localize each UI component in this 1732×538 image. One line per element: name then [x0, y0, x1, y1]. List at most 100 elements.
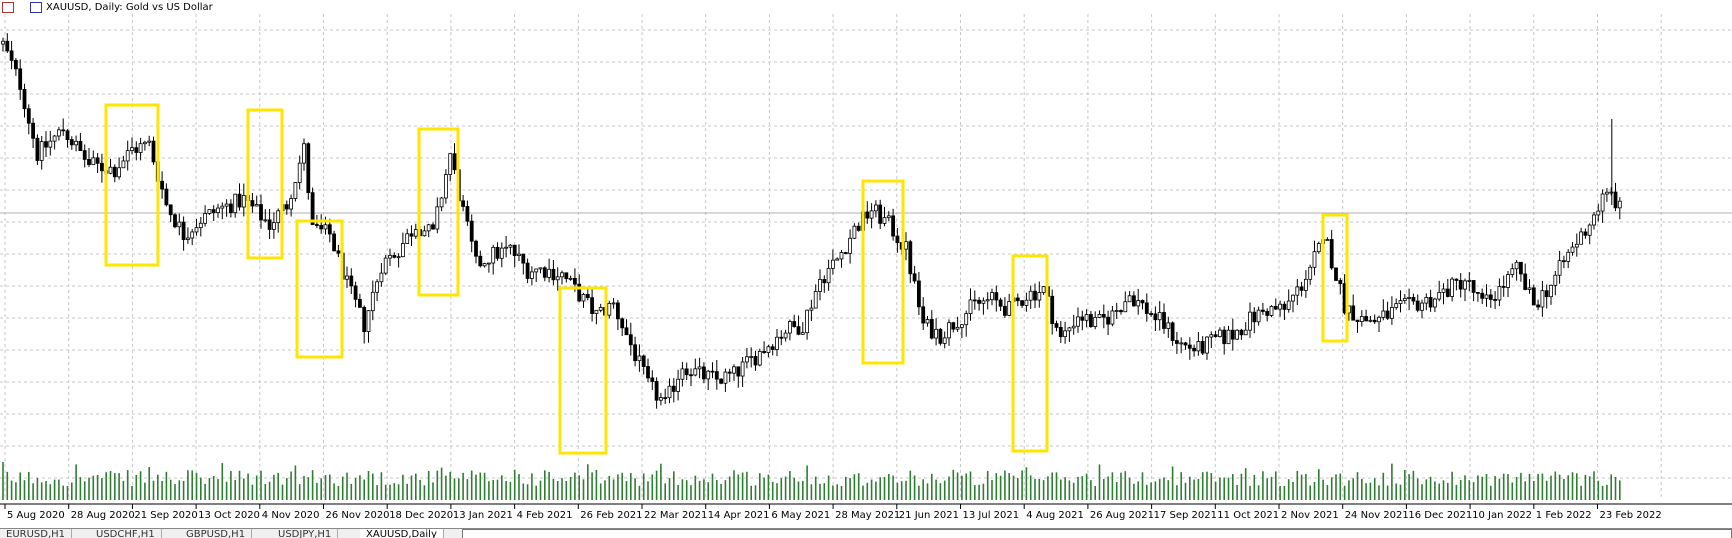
candle-bear: [1183, 342, 1188, 346]
candle-bear: [259, 204, 263, 221]
candle-bull: [831, 259, 835, 269]
candle-bull: [117, 167, 121, 178]
candle-bull: [1166, 322, 1171, 329]
candle-bull: [775, 336, 779, 350]
candle-bear: [1338, 280, 1343, 285]
candle-bull: [659, 397, 663, 401]
candle-bear: [267, 219, 272, 230]
tab-gbpusd[interactable]: GBPUSD,H1: [180, 529, 253, 538]
candle-bear: [173, 214, 177, 228]
candle-bull: [839, 252, 844, 260]
candle-bull: [852, 225, 857, 239]
candle-bull: [422, 230, 427, 237]
window-icon[interactable]: [30, 2, 42, 13]
candle-bull: [1605, 191, 1609, 195]
candle-bear: [921, 306, 926, 324]
candle-bull: [203, 213, 208, 224]
candle-bull: [1067, 327, 1072, 332]
candle-bull: [108, 166, 113, 174]
candle-bull: [1549, 284, 1553, 298]
candle-bull: [1235, 329, 1239, 340]
candle-bear: [525, 262, 530, 279]
candle-bull: [964, 313, 969, 326]
candle-bull: [560, 272, 564, 278]
candle-bear: [796, 326, 801, 335]
candle-bull: [676, 378, 680, 392]
candle-bull: [1028, 290, 1033, 301]
candle-bull: [990, 292, 994, 301]
candle-bull: [1402, 298, 1407, 301]
candle-bull: [241, 195, 246, 208]
candle-bear: [5, 40, 10, 52]
candle-bear: [1476, 291, 1480, 294]
candle-bear: [151, 140, 156, 163]
tab-usdjpy[interactable]: USDJPY,H1: [272, 529, 339, 538]
candle-bear: [1583, 231, 1588, 236]
candle-bull: [826, 267, 831, 284]
candle-bull: [766, 346, 771, 353]
tab-eurusd[interactable]: EURUSD,H1: [0, 529, 73, 538]
candle-bear: [18, 68, 23, 90]
candle-bull: [813, 291, 818, 309]
candle-bull: [697, 366, 702, 370]
candle-bull: [960, 324, 964, 328]
x-axis-tick-label: 26 Feb 2021: [580, 510, 642, 521]
candle-bear: [1015, 297, 1020, 302]
candle-bear: [82, 150, 87, 160]
candle-bear: [353, 285, 358, 300]
chart-menu-icon[interactable]: [2, 2, 14, 13]
candle-bull: [745, 356, 749, 363]
candle-bull: [1566, 251, 1571, 262]
candle-bear: [1445, 288, 1450, 297]
candle-bull: [1467, 280, 1472, 282]
candle-bull: [594, 309, 599, 314]
candle-bear: [1080, 316, 1085, 321]
candle-bear: [22, 89, 27, 110]
candle-bear: [134, 147, 139, 153]
tab-usdchf[interactable]: USDCHF,H1: [90, 529, 162, 538]
candle-bear: [78, 140, 83, 152]
candle-bear: [1187, 344, 1192, 349]
candle-bear: [1252, 311, 1257, 323]
candle-bull: [611, 302, 616, 305]
candle-bull: [499, 247, 504, 259]
candle-bull: [1110, 310, 1115, 325]
candle-bull: [1617, 200, 1622, 209]
candle-bear: [512, 244, 517, 256]
candle-bear: [1299, 286, 1304, 291]
candle-bear: [164, 188, 169, 206]
highlight-box: [1011, 254, 1049, 453]
candle-bull: [680, 368, 685, 380]
candle-bear: [461, 200, 466, 207]
candle-bull: [439, 197, 444, 208]
chart-window-titlebar: XAUUSD, Daily: Gold vs US Dollar: [0, 0, 1732, 16]
candle-bull: [1407, 297, 1411, 299]
candle-bull: [1136, 300, 1141, 307]
candle-bear: [616, 302, 620, 320]
candle-bull: [1256, 309, 1261, 323]
candle-bull: [1209, 334, 1214, 338]
candle-bear: [1200, 341, 1205, 354]
candle-bull: [370, 291, 375, 312]
x-axis-tick-label: 4 Feb 2021: [517, 510, 573, 521]
highlight-box: [104, 103, 160, 267]
candle-bull: [968, 299, 973, 315]
candle-bull: [1497, 286, 1502, 301]
candle-bull: [955, 326, 960, 330]
candle-bear: [1329, 239, 1334, 269]
candle-bull: [1312, 251, 1317, 268]
candle-bear: [590, 297, 594, 314]
candle-bull: [757, 351, 762, 366]
candle-bull: [1579, 231, 1583, 245]
candle-bear: [585, 294, 590, 299]
highlight-box: [861, 179, 905, 365]
candle-bull: [1041, 286, 1046, 293]
tab-xauusd[interactable]: XAUUSD,Daily: [360, 529, 444, 538]
candle-bull: [1398, 300, 1403, 305]
candle-bull: [848, 237, 852, 254]
candle-bear: [671, 385, 676, 392]
candle-bull: [185, 237, 190, 240]
candle-bear: [521, 253, 526, 264]
candle-bull: [1437, 291, 1442, 300]
